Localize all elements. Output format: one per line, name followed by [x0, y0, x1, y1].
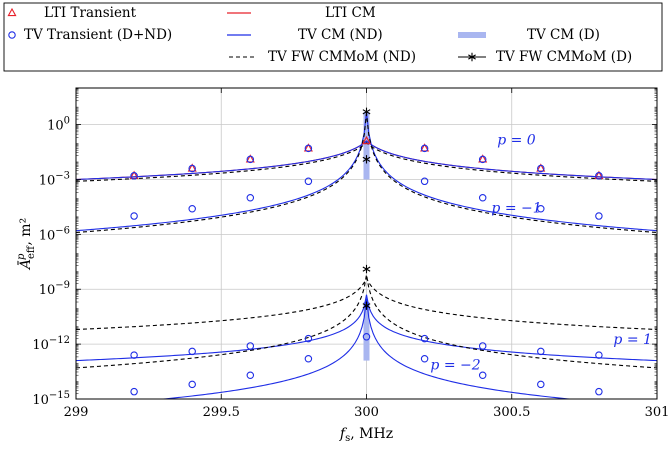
- axis-labels: 299 299.5 300 300.5 301 100 10−3 10−6 10−9 10−12 1…: [16, 116, 668, 444]
- y-tick-label: 10−12: [32, 335, 70, 353]
- data-point-circle: [478, 342, 487, 350]
- legend-label: LTI CM: [325, 5, 376, 21]
- data-point-circle: [130, 212, 138, 220]
- x-tick-label: 300: [354, 405, 379, 420]
- legend-item: TV CM (D): [458, 27, 600, 43]
- series-line: [76, 274, 657, 369]
- data-point-triangle: [420, 143, 430, 152]
- data-point-triangle: [361, 135, 372, 145]
- data-point-circle: [188, 347, 196, 356]
- data-point-circle: [188, 204, 196, 213]
- x-tick-label: 299: [64, 405, 89, 420]
- data-point-circle: [537, 347, 545, 356]
- data-point-circle: [595, 172, 603, 180]
- data-point-circle: [420, 144, 429, 153]
- data-point-circle: [595, 387, 603, 396]
- data-point-circle: [420, 177, 429, 186]
- data-point-star: [362, 155, 371, 164]
- data-point-star: [362, 301, 371, 310]
- data-point-circle: [362, 333, 371, 341]
- curve-label: p = 1: [613, 332, 652, 348]
- x-tick-label: 299.5: [203, 405, 240, 420]
- data-point-circle: [304, 177, 313, 186]
- data-point-circle: [188, 164, 196, 173]
- legend-item: TV FW CMMoM (D): [458, 49, 632, 65]
- curve-label: p = 0: [497, 133, 536, 149]
- legend-label: TV FW CMMoM (ND): [268, 49, 416, 65]
- y-tick-label: 10−15: [32, 390, 70, 408]
- data-point-triangle: [536, 163, 546, 172]
- legend-item: TV FW CMMoM (ND): [229, 49, 416, 65]
- tv-cm-d-bar: [363, 302, 370, 361]
- data-point-star: [468, 52, 476, 62]
- legend-item: TV CM (ND): [227, 27, 383, 43]
- series-line: [76, 140, 657, 181]
- curve-label: p = −2: [430, 358, 480, 374]
- data-point-circle: [130, 387, 138, 396]
- data-point-triangle: [187, 163, 197, 172]
- plot-area: [76, 107, 657, 399]
- data-point-circle: [246, 155, 255, 164]
- data-point-circle: [478, 155, 487, 164]
- data-point-circle: [537, 164, 545, 173]
- data-point-circle: [478, 194, 487, 202]
- legend-item: TV Transient (D+ND): [8, 27, 172, 43]
- y-tick-label: 100: [47, 116, 70, 134]
- series-line: [158, 298, 575, 399]
- data-point-triangle: [478, 154, 488, 163]
- data-point-circle: [304, 334, 313, 343]
- x-tick-label: 301: [645, 405, 668, 420]
- data-point-triangle: [594, 170, 604, 179]
- series-line: [76, 294, 657, 362]
- data-point-circle: [420, 355, 429, 363]
- data-point-circle: [246, 194, 255, 202]
- legend-label: TV FW CMMoM (D): [496, 49, 632, 65]
- data-point-star: [362, 264, 371, 274]
- data-point-triangle: [245, 154, 255, 163]
- tv-cm-d-bar: [363, 111, 370, 180]
- x-axis-label: fs, MHz: [339, 426, 393, 444]
- data-point-circle: [304, 144, 313, 153]
- legend-box: [3, 2, 663, 72]
- data-point-circle: [246, 371, 255, 379]
- data-point-star: [362, 107, 371, 116]
- legend-label: LTI Transient: [44, 5, 137, 21]
- y-tick-label: 10−6: [39, 225, 70, 243]
- legend-label: TV CM (D): [527, 27, 600, 43]
- series-line: [76, 277, 657, 331]
- y-tick-label: 10−3: [39, 170, 70, 188]
- curve-label: p = −1: [491, 200, 541, 216]
- axis-ticks: [75, 88, 658, 400]
- legend: LTI Transient LTI CM TV Transient (D+ND) TV…: [3, 2, 663, 72]
- data-point-triangle: [129, 170, 139, 179]
- data-point-circle: [420, 334, 429, 343]
- x-tick-label: 300.5: [493, 405, 530, 420]
- data-point-circle: [130, 172, 138, 180]
- legend-label: TV Transient (D+ND): [24, 27, 172, 43]
- data-point-triangle: [7, 7, 17, 17]
- y-axis-label: Āeffp, m²: [16, 218, 37, 271]
- data-point-circle: [595, 212, 603, 220]
- data-point-circle: [537, 204, 545, 213]
- y-tick-label: 10−9: [39, 280, 70, 298]
- legend-item: LTI Transient: [7, 5, 137, 21]
- series-line: [76, 142, 657, 182]
- data-point-circle: [595, 351, 603, 359]
- data-point-circle: [246, 342, 255, 350]
- data-point-circle: [304, 355, 313, 363]
- data-point-circle: [188, 380, 196, 389]
- data-point-circle: [130, 351, 138, 359]
- data-point-circle: [478, 371, 487, 379]
- legend-swatch: [458, 32, 486, 38]
- data-point-circle: [537, 380, 545, 389]
- data-point-triangle: [303, 143, 313, 152]
- data-point-circle: [8, 31, 16, 39]
- legend-label: TV CM (ND): [298, 27, 383, 43]
- legend-item: LTI CM: [227, 5, 376, 21]
